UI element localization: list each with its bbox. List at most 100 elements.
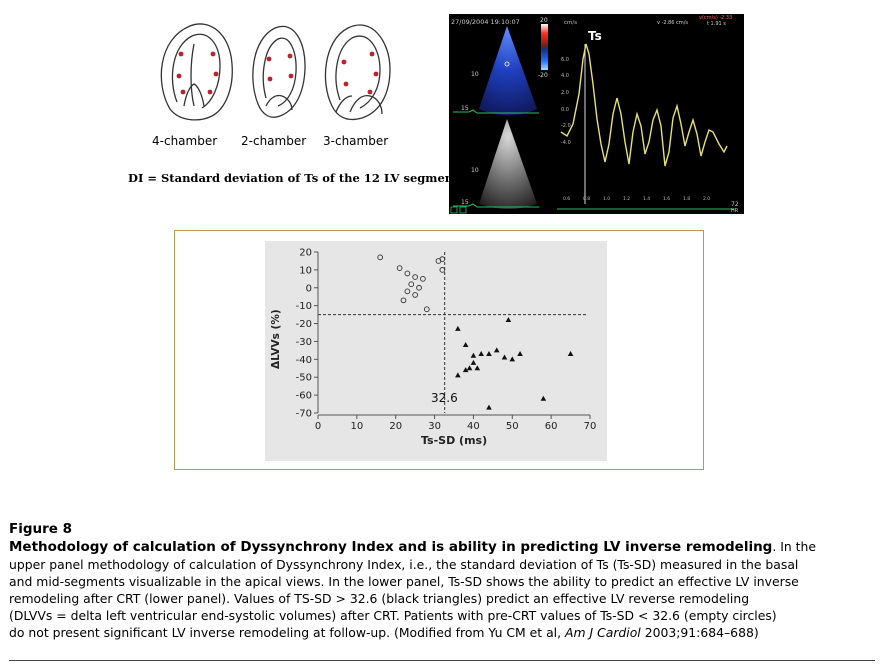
empty-circle-point	[412, 274, 418, 280]
caption-line-2: and mid-segments visualizable in the api…	[9, 574, 799, 589]
caption-line-5: do not present significant LV inverse re…	[9, 624, 875, 641]
y-tick-label: -70	[296, 409, 312, 420]
filled-triangle-point	[517, 350, 523, 356]
echo-x-tick: 1.8	[683, 196, 690, 202]
echo-x-tick: 0.6	[563, 196, 570, 202]
filled-triangle-point	[455, 325, 461, 331]
filled-triangle-point	[501, 354, 508, 360]
velocity-readout-right: v(cm/s) -2.33	[699, 15, 732, 21]
y-tick-label: 10	[299, 265, 312, 276]
filled-triangle-point	[567, 350, 574, 356]
empty-circle-point	[396, 265, 403, 271]
filled-triangle-point	[505, 316, 512, 322]
segment-dots-3ch	[341, 51, 379, 95]
di-definition: DI = Standard deviation of Ts of the 12 …	[128, 171, 465, 185]
echo-y-tick: 4.0	[561, 73, 569, 79]
filled-triangle-point	[486, 404, 492, 410]
velocity-readout-right2: t 1.91 s	[707, 21, 726, 27]
bottom-rule	[9, 660, 875, 661]
heart-3-chamber-drawing	[324, 24, 391, 121]
echo-x-tick: 1.6	[663, 196, 670, 202]
heart-2-chamber-drawing	[252, 25, 306, 118]
y-tick-label: -20	[296, 319, 312, 330]
color-doppler-sector	[479, 26, 537, 116]
x-tick-label: 0	[315, 421, 321, 432]
color-scale-top: 20	[540, 17, 548, 24]
empty-circle-point	[400, 297, 407, 304]
echo-x-tick: 1.2	[623, 196, 630, 202]
cutoff-lines	[318, 252, 587, 413]
echo-x-tick: 0.8	[583, 196, 590, 202]
caption-first-line: Methodology of calculation of Dyssynchro…	[9, 538, 875, 556]
x-axis-label: Ts-SD (ms)	[421, 434, 487, 447]
filled-triangle-point	[474, 365, 481, 371]
hr-value: 72	[731, 201, 739, 208]
filled-triangle-point	[470, 352, 477, 358]
echo-y-tick: 6.0	[561, 57, 569, 63]
echo-doppler-graphic: 27/09/2004 19:10:07 20 -20 10 15 10 15 c…	[450, 15, 739, 214]
empty-circle-point	[420, 275, 426, 282]
empty-circle-point	[439, 256, 446, 263]
heart-diagrams	[160, 23, 391, 121]
depth-mark-b2: 15	[461, 199, 469, 206]
caption-heading-tail: . In the	[772, 539, 817, 554]
y-axis-label: ΔLVVs (%)	[270, 309, 282, 369]
filled-triangle-point	[486, 350, 492, 356]
empty-circle-point	[423, 306, 430, 313]
caption-heading: Methodology of calculation of Dyssynchro…	[9, 539, 773, 555]
caption-line-1: upper panel methodology of calculation o…	[9, 557, 799, 572]
color-scale-bar	[541, 24, 548, 70]
empty-circle-point	[404, 270, 411, 277]
y-tick-label: -40	[296, 355, 312, 366]
echo-y-tick: 0.0	[561, 107, 569, 113]
y-tick-label: -50	[296, 373, 312, 384]
filled-triangle-point	[540, 395, 547, 401]
b-mode-sector	[479, 119, 537, 209]
y-tick-label: 0	[306, 283, 312, 294]
empty-circle-point	[408, 281, 415, 288]
label-2-chamber: 2-chamber	[241, 134, 307, 148]
scatter-frame: 20 10 0 -10 -20 -30 -40 -50 -60 -70 0 10 20 30 40 50 60 7…	[174, 230, 704, 470]
segment-dots-4ch	[176, 51, 219, 95]
journal-name: Am J Cardiol	[565, 625, 641, 640]
hr-unit: HR	[731, 208, 739, 214]
echo-timestamp: 27/09/2004 19:10:07	[451, 18, 520, 26]
x-tick-label: 60	[545, 421, 558, 432]
depth-mark-lower: 15	[461, 105, 469, 112]
depth-mark-b1: 10	[471, 167, 479, 174]
x-tick-label: 70	[584, 421, 597, 432]
heart-4-chamber-drawing	[160, 23, 233, 121]
empty-circle-point	[377, 254, 384, 261]
ts-label: Ts	[588, 29, 602, 43]
cutoff-label: 32.6	[431, 391, 458, 405]
depth-mark-upper: 10	[471, 71, 479, 78]
filled-triangle-point	[470, 359, 477, 365]
velocity-unit: cm/s	[564, 20, 577, 26]
color-scale-bottom: -20	[538, 72, 548, 79]
x-tick-label: 30	[428, 421, 441, 432]
echo-y-ticks: 6.0 4.0 2.0 0.0 -2.0 -4.0	[561, 57, 571, 146]
label-4-chamber: 4-chamber	[152, 134, 218, 148]
velocity-trace	[560, 43, 728, 167]
filled-triangle-point	[462, 342, 469, 348]
empty-circle-point	[412, 292, 418, 298]
echo-x-tick: 1.4	[643, 196, 650, 202]
echo-x-ticks: 0.6 0.8 1.0 1.2 1.4 1.6 1.8 2.0	[563, 196, 710, 202]
y-tick-label: -10	[296, 301, 312, 312]
velocity-readout-left: v -2.86 cm/s	[657, 20, 688, 26]
y-tick-label: 20	[299, 248, 312, 259]
empty-circle-point	[416, 284, 422, 291]
empty-circle-point	[439, 267, 446, 273]
caption-line-3: remodeling after CRT (lower panel). Valu…	[9, 591, 750, 606]
echo-x-tick: 2.0	[703, 196, 710, 202]
segment-dots-2ch	[266, 53, 294, 82]
caption-last-pre: do not present significant LV inverse re…	[9, 625, 565, 640]
caption-line-4: (DLVVs = delta left ventricular end-syst…	[9, 608, 777, 623]
filled-triangle-point	[455, 372, 461, 378]
y-tick-label: -60	[296, 391, 312, 402]
echo-doppler-panel: 27/09/2004 19:10:07 20 -20 10 15 10 15 c…	[449, 14, 744, 214]
filled-triangle-point	[493, 347, 500, 353]
figure-caption: Figure 8 Methodology of calculation of D…	[9, 521, 875, 641]
scatter-points	[377, 254, 574, 410]
